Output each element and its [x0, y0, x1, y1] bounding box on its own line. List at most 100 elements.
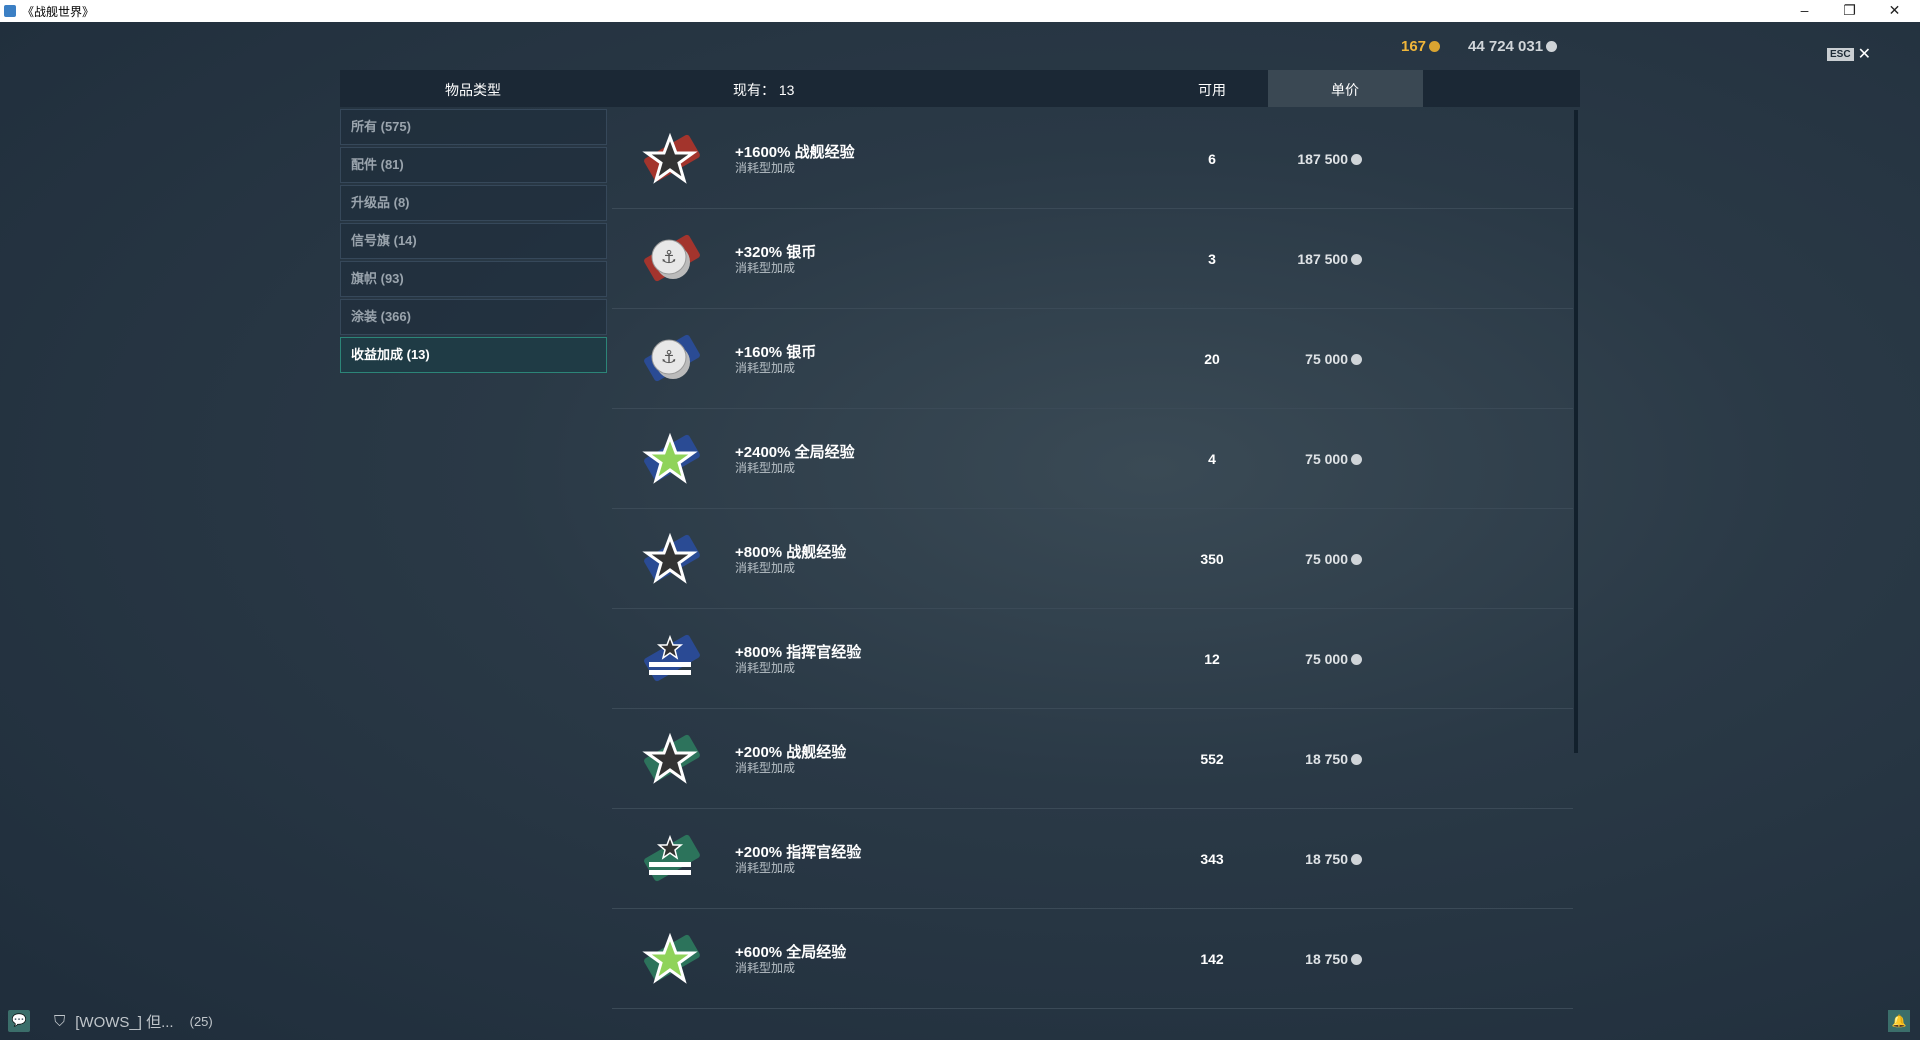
- close-window-button[interactable]: ✕: [1888, 2, 1901, 18]
- item-price: 18 750: [1262, 751, 1362, 767]
- item-count: 142: [1200, 951, 1224, 967]
- item-name: +2400% 全局经验: [735, 444, 855, 461]
- silver-coin-icon: ⚓: [651, 239, 690, 279]
- category-item[interactable]: 所有 (575): [340, 109, 607, 145]
- minimize-button[interactable]: –: [1800, 2, 1809, 18]
- item-icon: [642, 631, 702, 687]
- item-count: 4: [1208, 451, 1216, 467]
- item-name: +200% 战舰经验: [735, 744, 847, 761]
- price-value: 187 500: [1297, 151, 1348, 167]
- silver-coin-icon: [1351, 754, 1362, 765]
- esc-key-icon: ESC: [1827, 47, 1854, 61]
- item-type: 消耗型加成: [735, 661, 796, 675]
- item-name: +600% 全局经验: [735, 944, 847, 961]
- svg-text:⚓: ⚓: [661, 247, 677, 267]
- table-row[interactable]: ⚓ +320% 银币 消耗型加成 3 187 500: [612, 209, 1573, 309]
- category-item[interactable]: 涂装 (366): [340, 299, 607, 335]
- price-value: 75 000: [1305, 551, 1348, 567]
- silver-coin-icon: [1546, 41, 1558, 52]
- item-count: 20: [1204, 351, 1220, 367]
- category-header: 物品类型: [445, 82, 501, 98]
- item-name: +160% 银币: [735, 344, 817, 361]
- item-price: 187 500: [1262, 151, 1362, 167]
- chat-icon[interactable]: 💬: [8, 1010, 30, 1032]
- clan-shield-icon: ⛉: [54, 1012, 66, 1030]
- svg-text:⚓: ⚓: [661, 347, 677, 367]
- close-icon: ✕: [1857, 46, 1871, 63]
- table-row[interactable]: +2400% 全局经验 消耗型加成 4 75 000: [612, 409, 1573, 509]
- item-list: +1600% 战舰经验 消耗型加成 6 187 500 ⚓ +320% 银币 消…: [612, 109, 1573, 1009]
- item-count: 3: [1208, 251, 1216, 267]
- table-row[interactable]: +200% 指挥官经验 消耗型加成 343 18 750: [612, 809, 1573, 909]
- item-icon: [642, 431, 702, 487]
- price-column-highlight: [1268, 70, 1423, 107]
- item-type: 消耗型加成: [735, 761, 796, 775]
- price-value: 75 000: [1305, 451, 1348, 467]
- silver-coin-icon: [1351, 954, 1362, 965]
- notification-bell-icon[interactable]: 🔔: [1888, 1010, 1910, 1032]
- silver-coin-icon: ⚓: [651, 339, 690, 379]
- app-icon: [4, 5, 16, 17]
- star-icon: [642, 732, 698, 784]
- item-name: +1600% 战舰经验: [735, 144, 855, 161]
- item-icon: [642, 531, 702, 587]
- category-item[interactable]: 收益加成 (13): [340, 337, 607, 373]
- scrollbar[interactable]: [1574, 110, 1578, 753]
- price-header[interactable]: 单价: [1331, 82, 1359, 98]
- category-item[interactable]: 旗帜 (93): [340, 261, 607, 297]
- item-price: 187 500: [1262, 251, 1362, 267]
- price-value: 18 750: [1305, 951, 1348, 967]
- price-value: 18 750: [1305, 751, 1348, 767]
- silver-coin-icon: [1351, 354, 1362, 365]
- price-value: 187 500: [1297, 251, 1348, 267]
- category-item[interactable]: 配件 (81): [340, 147, 607, 183]
- item-type: 消耗型加成: [735, 961, 796, 975]
- price-value: 18 750: [1305, 851, 1348, 867]
- silver-coin-icon: [1351, 854, 1362, 865]
- item-count: 12: [1204, 651, 1220, 667]
- title-bar: 《战舰世界》 – ❐ ✕: [0, 0, 1920, 22]
- table-row[interactable]: +600% 全局经验 消耗型加成 142 18 750: [612, 909, 1573, 1009]
- silver-coin-icon: [1351, 554, 1362, 565]
- item-price: 18 750: [1262, 951, 1362, 967]
- item-name: +800% 指挥官经验: [735, 644, 862, 661]
- restore-button[interactable]: ❐: [1843, 2, 1856, 18]
- item-count: 552: [1200, 751, 1224, 767]
- table-row[interactable]: ⚓ +160% 银币 消耗型加成 20 75 000: [612, 309, 1573, 409]
- table-row[interactable]: +800% 战舰经验 消耗型加成 350 75 000: [612, 509, 1573, 609]
- table-row[interactable]: +200% 战舰经验 消耗型加成 552 18 750: [612, 709, 1573, 809]
- item-icon: [642, 831, 702, 887]
- table-header: 物品类型 现有： 13 可用 单价: [340, 70, 1580, 107]
- gold-amount: 167: [1401, 38, 1427, 55]
- item-type: 消耗型加成: [735, 361, 796, 375]
- item-price: 75 000: [1262, 651, 1362, 667]
- price-value: 75 000: [1305, 351, 1348, 367]
- category-item[interactable]: 信号旗 (14): [340, 223, 607, 259]
- item-price: 75 000: [1262, 451, 1362, 467]
- commander-icon: [649, 634, 691, 675]
- table-row[interactable]: +800% 指挥官经验 消耗型加成 12 75 000: [612, 609, 1573, 709]
- item-name: +800% 战舰经验: [735, 544, 847, 561]
- price-value: 75 000: [1305, 651, 1348, 667]
- item-name: +320% 银币: [735, 244, 817, 261]
- item-icon: [642, 131, 702, 187]
- silver-amount: 44 724 031: [1468, 38, 1544, 55]
- category-item[interactable]: 升级品 (8): [340, 185, 607, 221]
- star-icon: [642, 532, 698, 584]
- esc-close-button[interactable]: ESC ✕: [1827, 44, 1871, 64]
- item-type: 消耗型加成: [735, 161, 796, 175]
- item-price: 18 750: [1262, 851, 1362, 867]
- table-row[interactable]: +1600% 战舰经验 消耗型加成 6 187 500: [612, 109, 1573, 209]
- gold-balance: 167: [1401, 38, 1441, 55]
- chat-channel[interactable]: [WOWS_] 但...: [75, 1013, 174, 1031]
- chat-count: (25): [189, 1013, 213, 1029]
- item-price: 75 000: [1262, 551, 1362, 567]
- chat-bar: 💬 ⛉ [WOWS_] 但... (25): [8, 1010, 213, 1032]
- window-title: 《战舰世界》: [22, 4, 95, 19]
- silver-coin-icon: [1351, 254, 1362, 265]
- gold-coin-icon: [1429, 41, 1441, 52]
- star-icon: [642, 132, 698, 184]
- item-count: 343: [1200, 851, 1224, 867]
- available-header[interactable]: 可用: [1198, 82, 1226, 98]
- item-icon: ⚓: [642, 231, 702, 287]
